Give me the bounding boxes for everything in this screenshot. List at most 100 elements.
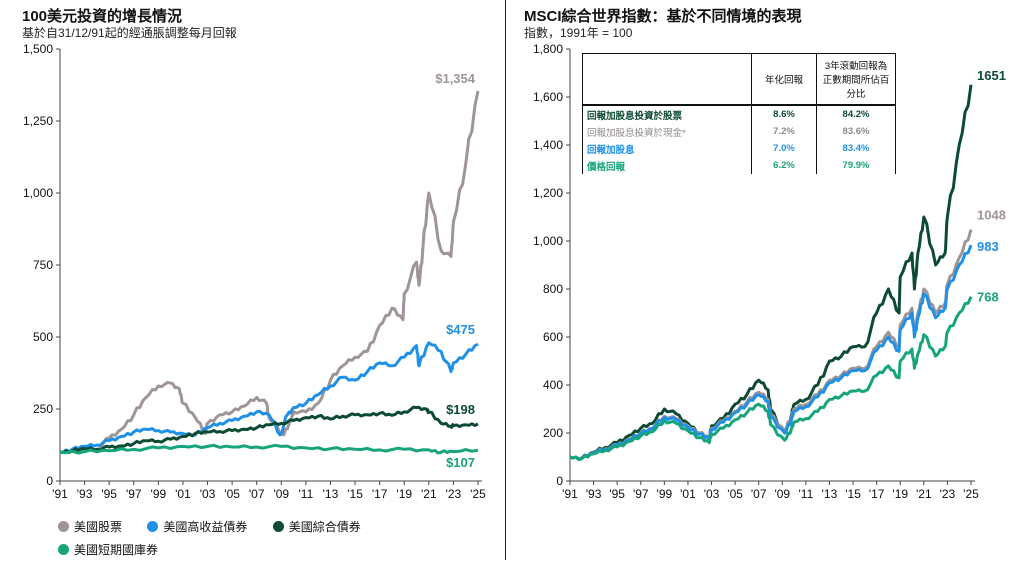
x-tick-label: '17 bbox=[869, 487, 885, 501]
summary-row-label: 回報加股息投資於現金* bbox=[582, 123, 752, 140]
legend-label: 美國股票 bbox=[74, 520, 123, 534]
summary-row-annualized: 7.0% bbox=[751, 140, 817, 157]
y-tick-label: 1,250 bbox=[23, 114, 53, 128]
summary-row-label: 回報加股息投資於股票 bbox=[582, 105, 752, 123]
panel-divider bbox=[505, 0, 506, 560]
series-end-label: 1651 bbox=[977, 68, 1006, 83]
summary-header-blank bbox=[582, 53, 752, 106]
series-line bbox=[60, 341, 479, 454]
x-tick-label: '03 bbox=[704, 487, 720, 501]
summary-row-positive: 84.2% bbox=[816, 105, 896, 123]
legend-dot bbox=[272, 521, 284, 532]
summary-row-annualized: 6.2% bbox=[751, 157, 817, 174]
x-tick-label: '99 bbox=[657, 487, 673, 501]
y-tick-label: 1,000 bbox=[23, 186, 53, 200]
summary-row-label: 價格回報 bbox=[582, 157, 752, 174]
x-tick-label: '01 bbox=[680, 487, 696, 501]
x-tick-label: '19 bbox=[396, 487, 412, 501]
legend-dot bbox=[58, 521, 69, 532]
series-end-label: $198 bbox=[446, 402, 475, 417]
x-tick-label: '91 bbox=[562, 487, 578, 501]
x-tick-label: '07 bbox=[751, 487, 767, 501]
summary-row: 回報加股息投資於股票 8.6% 84.2% bbox=[582, 105, 896, 123]
series-end-label: $1,354 bbox=[435, 71, 476, 86]
summary-row-positive: 83.4% bbox=[816, 140, 896, 157]
y-tick-label: 800 bbox=[543, 282, 563, 296]
y-tick-label: 600 bbox=[543, 330, 563, 344]
series-line bbox=[59, 90, 480, 454]
x-tick-label: '25 bbox=[470, 487, 486, 501]
right-chart-title: MSCI綜合世界指數：基於不同情境的表現 bbox=[524, 8, 802, 25]
series-end-label: 1048 bbox=[977, 207, 1006, 222]
summary-row-positive: 83.6% bbox=[816, 123, 896, 140]
summary-row-annualized: 7.2% bbox=[751, 123, 817, 140]
left-chart-title: 100美元投資的增長情況 bbox=[22, 8, 183, 25]
x-tick-label: '93 bbox=[586, 487, 602, 501]
left-chart-subtitle: 基於自31/12/91起的經通脹調整每月回報 bbox=[22, 26, 237, 40]
x-tick-label: '99 bbox=[151, 487, 167, 501]
x-tick-label: '13 bbox=[822, 487, 838, 501]
x-tick-label: '21 bbox=[916, 487, 932, 501]
x-tick-label: '15 bbox=[347, 487, 363, 501]
y-tick-label: 1,400 bbox=[533, 138, 563, 152]
x-tick-label: '03 bbox=[200, 487, 216, 501]
summary-row-positive: 79.9% bbox=[816, 157, 896, 174]
x-tick-label: '09 bbox=[774, 487, 790, 501]
left-line-chart: 0 250 500 750 1,000 1,250 1,500 '91 '93 '95 '97 '99… bbox=[23, 42, 486, 501]
summary-row: 價格回報 6.2% 79.9% bbox=[582, 157, 896, 174]
y-tick-label: 400 bbox=[543, 378, 563, 392]
series-end-label: 983 bbox=[977, 239, 999, 254]
y-tick-label: 250 bbox=[33, 402, 53, 416]
x-tick-label: '17 bbox=[372, 487, 388, 501]
x-tick-label: '23 bbox=[446, 487, 462, 501]
legend-item: 美國短期國庫券 bbox=[58, 541, 158, 558]
legend-dot bbox=[58, 544, 69, 555]
y-tick-label: 0 bbox=[556, 474, 563, 488]
y-tick-label: 500 bbox=[33, 330, 53, 344]
series-line bbox=[59, 405, 479, 454]
summary-row-label: 回報加股息 bbox=[582, 140, 752, 157]
x-tick-label: '09 bbox=[273, 487, 289, 501]
x-tick-label: '91 bbox=[52, 487, 68, 501]
y-tick-label: 1,800 bbox=[533, 42, 563, 56]
right-line-chart: 0 200 400 600 800 1,000 1,200 1,400 1,600 1,800 '9… bbox=[533, 42, 1006, 501]
y-tick-label: 750 bbox=[33, 258, 53, 272]
legend-label: 美國高收益債券 bbox=[163, 520, 248, 534]
x-tick-label: '15 bbox=[845, 487, 861, 501]
series-line bbox=[569, 296, 973, 462]
x-tick-label: '11 bbox=[299, 487, 314, 501]
x-tick-label: '05 bbox=[727, 487, 743, 501]
legend-item: 美國綜合債券 bbox=[272, 518, 361, 535]
summary-table: 年化回報 3年滾動回報為正數期間所佔百分比 回報加股息投資於股票 8.6% 84… bbox=[582, 53, 896, 174]
x-tick-label: '13 bbox=[323, 487, 339, 501]
y-tick-label: 1,500 bbox=[23, 42, 53, 56]
left-chart-legend: 美國股票 美國高收益債券 美國綜合債券 美國短期國庫券 bbox=[58, 518, 488, 564]
legend-label: 美國綜合債券 bbox=[288, 520, 361, 534]
summary-header-positive: 3年滾動回報為正數期間所佔百分比 bbox=[816, 53, 896, 106]
y-tick-label: 200 bbox=[543, 426, 563, 440]
x-tick-label: '93 bbox=[77, 487, 93, 501]
legend-item: 美國高收益債券 bbox=[147, 518, 247, 535]
x-tick-label: '95 bbox=[101, 487, 117, 501]
summary-header-annualized: 年化回報 bbox=[751, 53, 817, 106]
summary-row: 回報加股息 7.0% 83.4% bbox=[582, 140, 896, 157]
series-end-label: $475 bbox=[446, 322, 475, 337]
x-tick-label: '11 bbox=[799, 487, 814, 501]
y-tick-label: 1,200 bbox=[533, 186, 563, 200]
x-tick-label: '25 bbox=[963, 487, 979, 501]
series-end-label: $107 bbox=[446, 455, 475, 470]
x-tick-label: '07 bbox=[249, 487, 265, 501]
x-tick-label: '23 bbox=[940, 487, 956, 501]
y-tick-label: 1,600 bbox=[533, 90, 563, 104]
summary-row: 回報加股息投資於現金* 7.2% 83.6% bbox=[582, 123, 896, 140]
x-tick-label: '95 bbox=[609, 487, 625, 501]
series-line bbox=[569, 244, 973, 461]
series-line bbox=[59, 443, 479, 455]
y-tick-label: 1,000 bbox=[533, 234, 563, 248]
right-chart-subtitle: 指數，1991年 = 100 bbox=[524, 26, 633, 40]
x-tick-label: '97 bbox=[126, 487, 142, 501]
x-tick-label: '97 bbox=[633, 487, 649, 501]
series-end-label: 768 bbox=[977, 290, 999, 305]
legend-label: 美國短期國庫券 bbox=[74, 543, 159, 557]
x-tick-label: '05 bbox=[224, 487, 240, 501]
